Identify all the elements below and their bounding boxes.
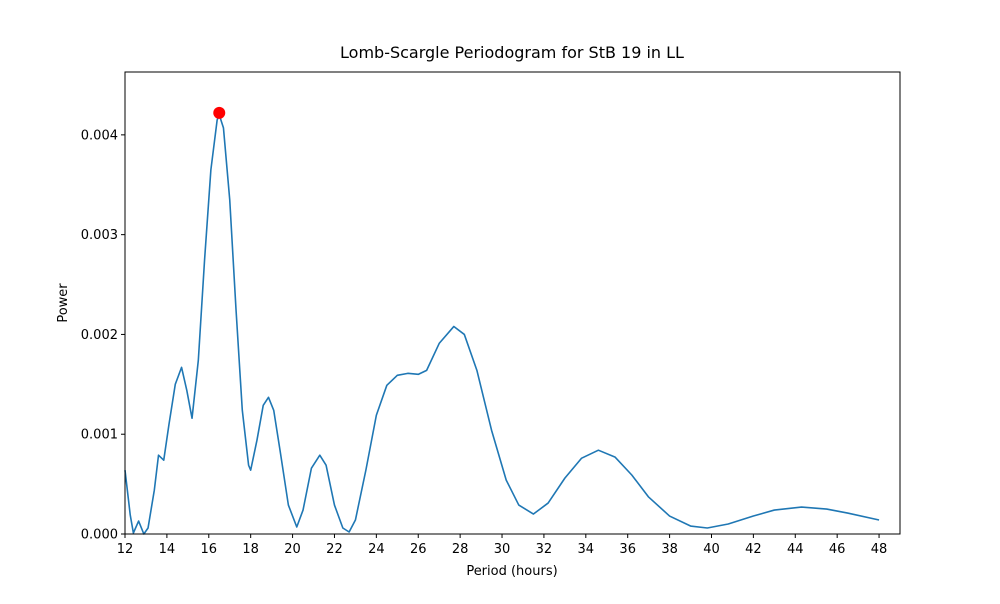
- x-tick-label: 38: [661, 542, 678, 557]
- y-tick-label: 0.003: [81, 228, 118, 243]
- peak-marker: [213, 106, 226, 119]
- x-tick-label: 24: [368, 542, 385, 557]
- x-tick-label: 40: [703, 542, 720, 557]
- x-tick-label: 20: [284, 542, 301, 557]
- line-series: [124, 114, 880, 535]
- x-tick-label: 48: [871, 542, 888, 557]
- x-tick-label: 44: [787, 542, 804, 557]
- x-tick-label: 46: [829, 542, 846, 557]
- x-tick-label: 12: [117, 542, 134, 557]
- y-tick-label: 0.000: [81, 528, 118, 543]
- x-tick-label: 30: [494, 542, 511, 557]
- x-axis-label: Period (hours): [466, 564, 557, 579]
- x-tick-label: 36: [619, 542, 636, 557]
- x-tick-label: 18: [242, 542, 259, 557]
- x-tick-label: 32: [536, 542, 553, 557]
- plot-frame: [124, 71, 901, 535]
- y-tick-label: 0.004: [81, 128, 118, 143]
- y-tick-label: 0.001: [81, 428, 118, 443]
- x-tick-label: 22: [326, 542, 343, 557]
- x-tick-label: 16: [201, 542, 218, 557]
- x-tick-label: 14: [159, 542, 176, 557]
- x-tick-label: 42: [745, 542, 762, 557]
- chart-title: Lomb-Scargle Periodogram for StB 19 in L…: [340, 43, 684, 62]
- y-axis-label: Power: [56, 283, 71, 323]
- y-tick-label: 0.002: [81, 328, 118, 343]
- x-tick-label: 26: [410, 542, 427, 557]
- x-tick-label: 34: [578, 542, 595, 557]
- x-tick-label: 28: [452, 542, 469, 557]
